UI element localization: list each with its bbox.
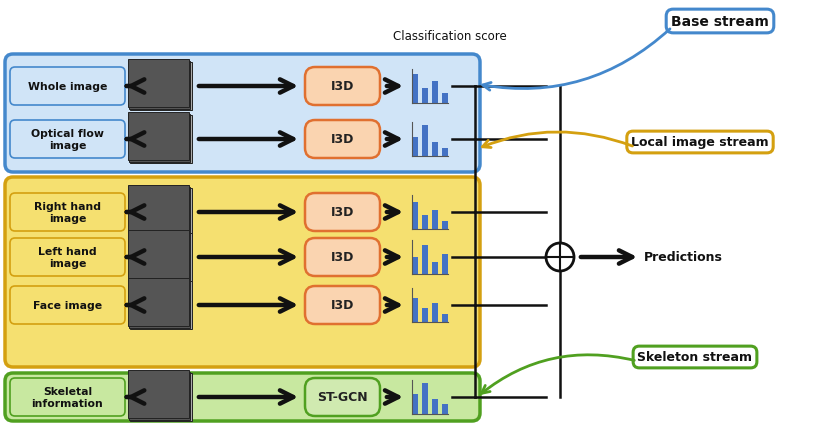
Bar — [432, 304, 437, 322]
Text: Left hand
image: Left hand image — [38, 247, 97, 268]
Text: Skeletal
information: Skeletal information — [32, 386, 103, 408]
Bar — [441, 221, 447, 230]
Bar — [128, 278, 188, 326]
FancyBboxPatch shape — [10, 286, 124, 324]
FancyBboxPatch shape — [305, 239, 379, 276]
Bar — [129, 280, 190, 328]
Text: Predictions: Predictions — [643, 251, 722, 264]
Text: I3D: I3D — [330, 133, 354, 146]
FancyBboxPatch shape — [305, 121, 379, 158]
Bar — [411, 202, 418, 230]
Text: Optical flow
image: Optical flow image — [31, 129, 104, 150]
Bar — [129, 61, 190, 109]
Bar — [421, 245, 428, 274]
Bar — [129, 371, 190, 420]
Bar — [441, 148, 447, 157]
FancyBboxPatch shape — [10, 193, 124, 231]
FancyBboxPatch shape — [10, 378, 124, 416]
Bar — [128, 230, 188, 278]
Bar — [421, 216, 428, 230]
Bar — [130, 63, 192, 111]
Bar — [129, 232, 190, 280]
FancyBboxPatch shape — [10, 239, 124, 276]
Bar — [432, 143, 437, 157]
Bar — [130, 116, 192, 164]
Bar — [128, 60, 188, 108]
Bar — [421, 89, 428, 104]
Bar — [411, 394, 418, 414]
Text: ST-GCN: ST-GCN — [317, 391, 368, 403]
FancyBboxPatch shape — [305, 193, 379, 231]
Bar — [411, 138, 418, 157]
Bar — [128, 370, 188, 418]
FancyBboxPatch shape — [305, 68, 379, 106]
FancyBboxPatch shape — [305, 286, 379, 324]
Bar — [128, 113, 188, 161]
Text: I3D: I3D — [330, 251, 354, 264]
Bar — [421, 383, 428, 414]
Bar — [432, 262, 437, 274]
Text: Base stream: Base stream — [670, 15, 768, 29]
FancyBboxPatch shape — [5, 373, 479, 421]
Bar — [432, 211, 437, 230]
Bar — [441, 94, 447, 104]
Text: Local image stream: Local image stream — [631, 136, 768, 149]
Bar — [432, 399, 437, 414]
FancyBboxPatch shape — [10, 68, 124, 106]
Text: Whole image: Whole image — [28, 82, 107, 92]
Bar — [128, 186, 188, 233]
Bar — [441, 314, 447, 322]
Bar — [421, 126, 428, 157]
Text: I3D: I3D — [330, 299, 354, 312]
Bar — [130, 281, 192, 329]
Bar — [411, 299, 418, 322]
Bar — [129, 187, 190, 235]
Bar — [441, 254, 447, 274]
Bar — [432, 82, 437, 104]
FancyBboxPatch shape — [5, 178, 479, 367]
FancyBboxPatch shape — [10, 121, 124, 158]
FancyBboxPatch shape — [305, 378, 379, 416]
Bar — [130, 233, 192, 281]
Text: Right hand
image: Right hand image — [34, 202, 101, 223]
Text: Skeleton stream: Skeleton stream — [636, 351, 752, 364]
Bar — [130, 373, 192, 421]
Bar — [411, 75, 418, 104]
FancyBboxPatch shape — [5, 55, 479, 173]
Bar — [130, 189, 192, 236]
Bar — [441, 404, 447, 414]
Bar — [421, 309, 428, 322]
Text: I3D: I3D — [330, 206, 354, 219]
Text: I3D: I3D — [330, 81, 354, 93]
Text: Classification score: Classification score — [392, 30, 506, 43]
Circle shape — [545, 243, 573, 271]
Text: Face image: Face image — [33, 300, 102, 310]
Bar — [411, 257, 418, 274]
Bar — [129, 114, 190, 162]
